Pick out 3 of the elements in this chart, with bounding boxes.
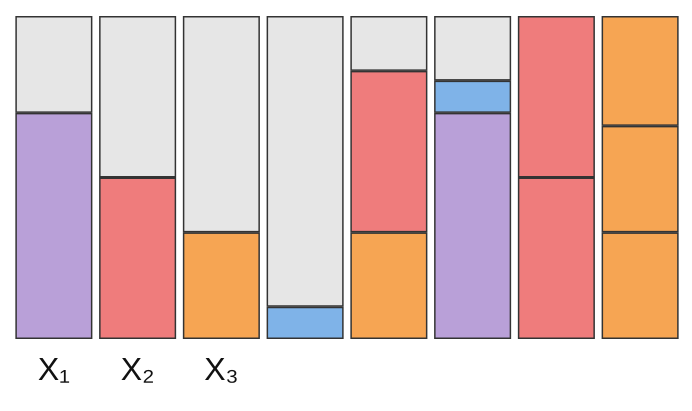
x-tick-label: X₃ xyxy=(204,351,239,387)
x-tick-label: X₁ xyxy=(38,351,70,387)
x-tick-label: X₂ xyxy=(120,351,155,387)
